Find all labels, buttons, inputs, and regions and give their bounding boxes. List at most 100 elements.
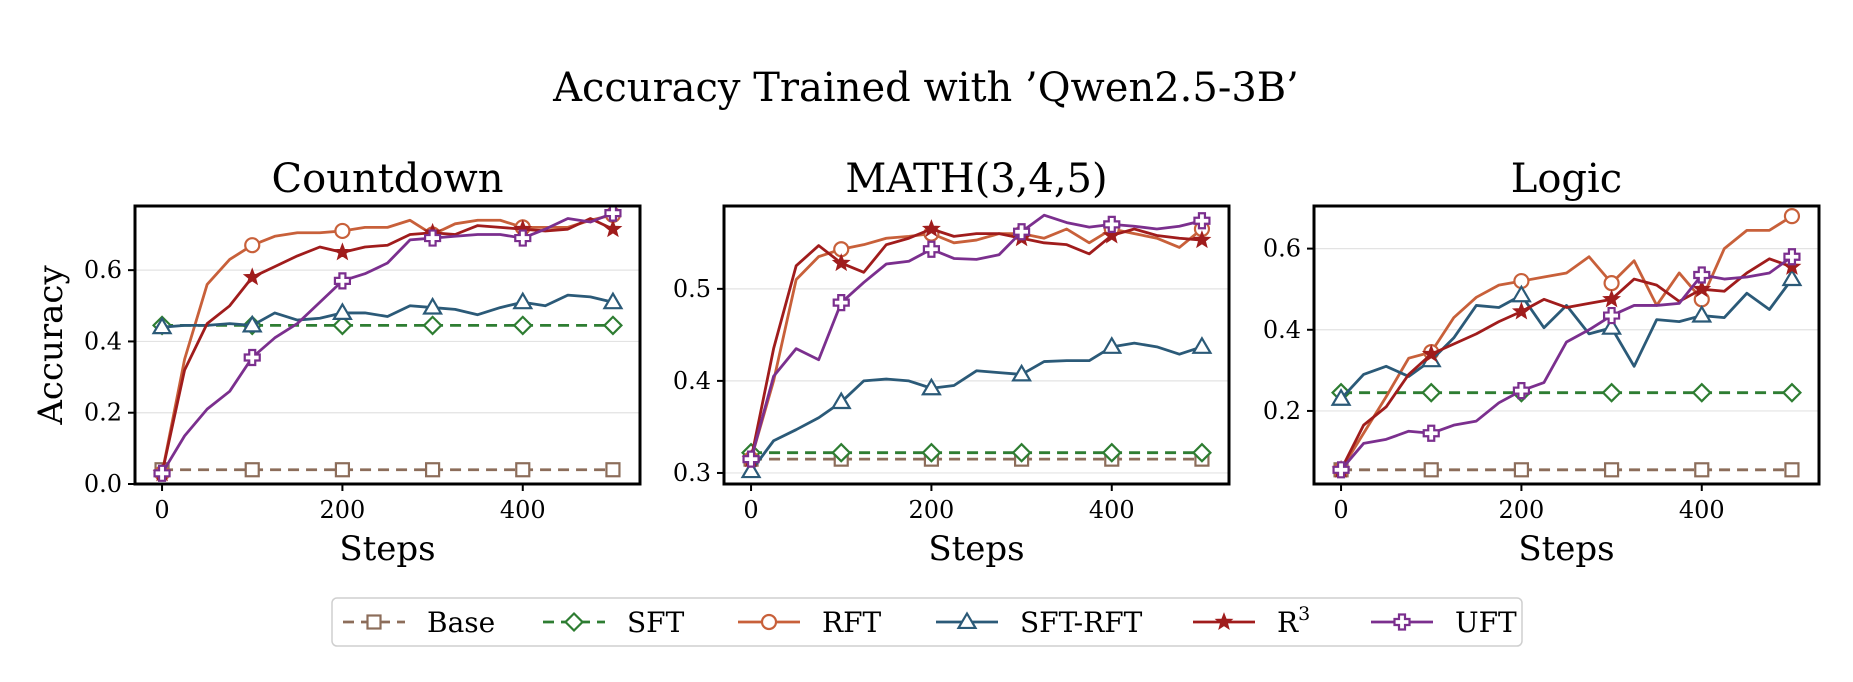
axes-frame (133, 204, 642, 486)
data-point (515, 462, 531, 478)
data-point (1602, 306, 1621, 325)
data-point (244, 237, 261, 254)
data-point (333, 272, 352, 290)
legend-item-r3: R3 (1193, 603, 1310, 639)
legend-item-uft: UFT (1371, 606, 1517, 639)
legend-item-base: Base (343, 606, 495, 639)
data-point (1603, 275, 1620, 292)
series-sft-rft (1330, 268, 1803, 406)
data-point (922, 240, 941, 258)
data-point (603, 219, 623, 238)
series-line (749, 213, 1203, 460)
data-point (151, 316, 173, 335)
data-point (1784, 462, 1800, 478)
data-point (830, 391, 852, 410)
data-point (1423, 462, 1439, 478)
data-point (1103, 215, 1121, 234)
x-tick-label: 200 (909, 496, 955, 524)
series-rft (153, 206, 622, 482)
data-point (1783, 248, 1801, 266)
legend-label: UFT (1455, 606, 1517, 639)
legend-item-sft: SFT (543, 606, 685, 639)
data-point (241, 314, 263, 333)
legend-marker (563, 611, 585, 633)
panel-title: Logic (1511, 156, 1622, 202)
x-axis-label: Steps (339, 529, 435, 569)
legend-item-rft: RFT (738, 606, 882, 639)
y-tick-label: 0.2 (1263, 397, 1301, 425)
data-point (1603, 462, 1620, 478)
data-point (1511, 301, 1531, 320)
x-tick-label: 0 (743, 496, 758, 524)
series-uft (742, 212, 1211, 468)
y-tick-label: 0.4 (1263, 316, 1301, 344)
y-tick-label: 0.4 (84, 327, 122, 355)
series-uft (153, 204, 622, 482)
data-point (153, 464, 171, 482)
legend-item-sft-rft: SFT-RFT (936, 606, 1143, 639)
series-line (160, 213, 614, 474)
series-sft (1330, 382, 1803, 403)
data-point (331, 302, 353, 320)
x-tick-label: 400 (500, 496, 546, 524)
data-point (831, 253, 851, 272)
y-tick-label: 0.4 (673, 367, 711, 395)
data-point (742, 450, 760, 468)
series-base (154, 462, 621, 478)
y-axis-label: Accuracy (31, 265, 71, 426)
data-point (332, 315, 353, 336)
legend-box (331, 597, 1523, 647)
series-line (160, 217, 614, 474)
series-line (1339, 257, 1793, 471)
series-base (743, 451, 1210, 467)
axes-frame (1312, 204, 1821, 486)
series-line (1340, 278, 1794, 400)
data-point (1422, 424, 1440, 442)
x-tick-label: 0 (154, 496, 169, 524)
data-point (1692, 279, 1712, 298)
x-axis-label: Steps (928, 529, 1024, 569)
panel-1: 0.0 0.2 0.4 0.6 0 200 400 Countdown Steps Accurac… (31, 156, 642, 569)
data-point (1694, 462, 1710, 478)
y-tick-label: 0.0 (84, 470, 122, 498)
x-tick-label: 400 (1679, 496, 1725, 524)
data-point (512, 291, 534, 310)
data-point (1781, 382, 1803, 403)
legend-marker (1393, 613, 1411, 631)
data-point (244, 462, 260, 478)
x-tick-label: 200 (320, 496, 366, 524)
series-line (161, 293, 614, 329)
data-point (1012, 223, 1031, 241)
legend: Base SFT RFT SFT-RFT R3 UFT (331, 597, 1523, 647)
data-point (1330, 388, 1352, 406)
legend-marker (956, 611, 978, 630)
data-point (740, 460, 762, 479)
panel-2: 0.3 0.4 0.5 0 200 400 MATH(3,4,5) Steps (673, 156, 1231, 569)
data-point (242, 267, 262, 286)
x-tick-label: 0 (1333, 496, 1348, 524)
legend-label: Base (427, 606, 495, 639)
data-point (1421, 344, 1441, 363)
data-point (1192, 230, 1212, 249)
data-point (332, 242, 352, 261)
x-tick-label: 400 (1089, 496, 1135, 524)
legend-label: SFT (627, 606, 685, 639)
legend-label: RFT (822, 606, 882, 639)
y-tick-label: 0.3 (673, 459, 711, 487)
data-point (1513, 462, 1530, 478)
data-point (1602, 289, 1622, 308)
data-point (920, 377, 942, 396)
panel-title: MATH(3,4,5) (845, 156, 1107, 202)
panels: 0.0 0.2 0.4 0.6 0 200 400 Countdown Steps Accurac… (31, 156, 1821, 569)
data-point (602, 291, 624, 310)
data-point (514, 229, 532, 247)
data-point (1332, 461, 1350, 479)
series-line (160, 211, 614, 475)
series-uft (1332, 248, 1801, 479)
series-line (749, 227, 1203, 460)
data-point (1512, 382, 1531, 400)
panel-title: Countdown (272, 156, 504, 202)
figure-title: Accuracy Trained with ’Qwen2.5-3B’ (552, 65, 1299, 111)
data-point (1011, 442, 1032, 463)
data-point (1193, 212, 1211, 230)
